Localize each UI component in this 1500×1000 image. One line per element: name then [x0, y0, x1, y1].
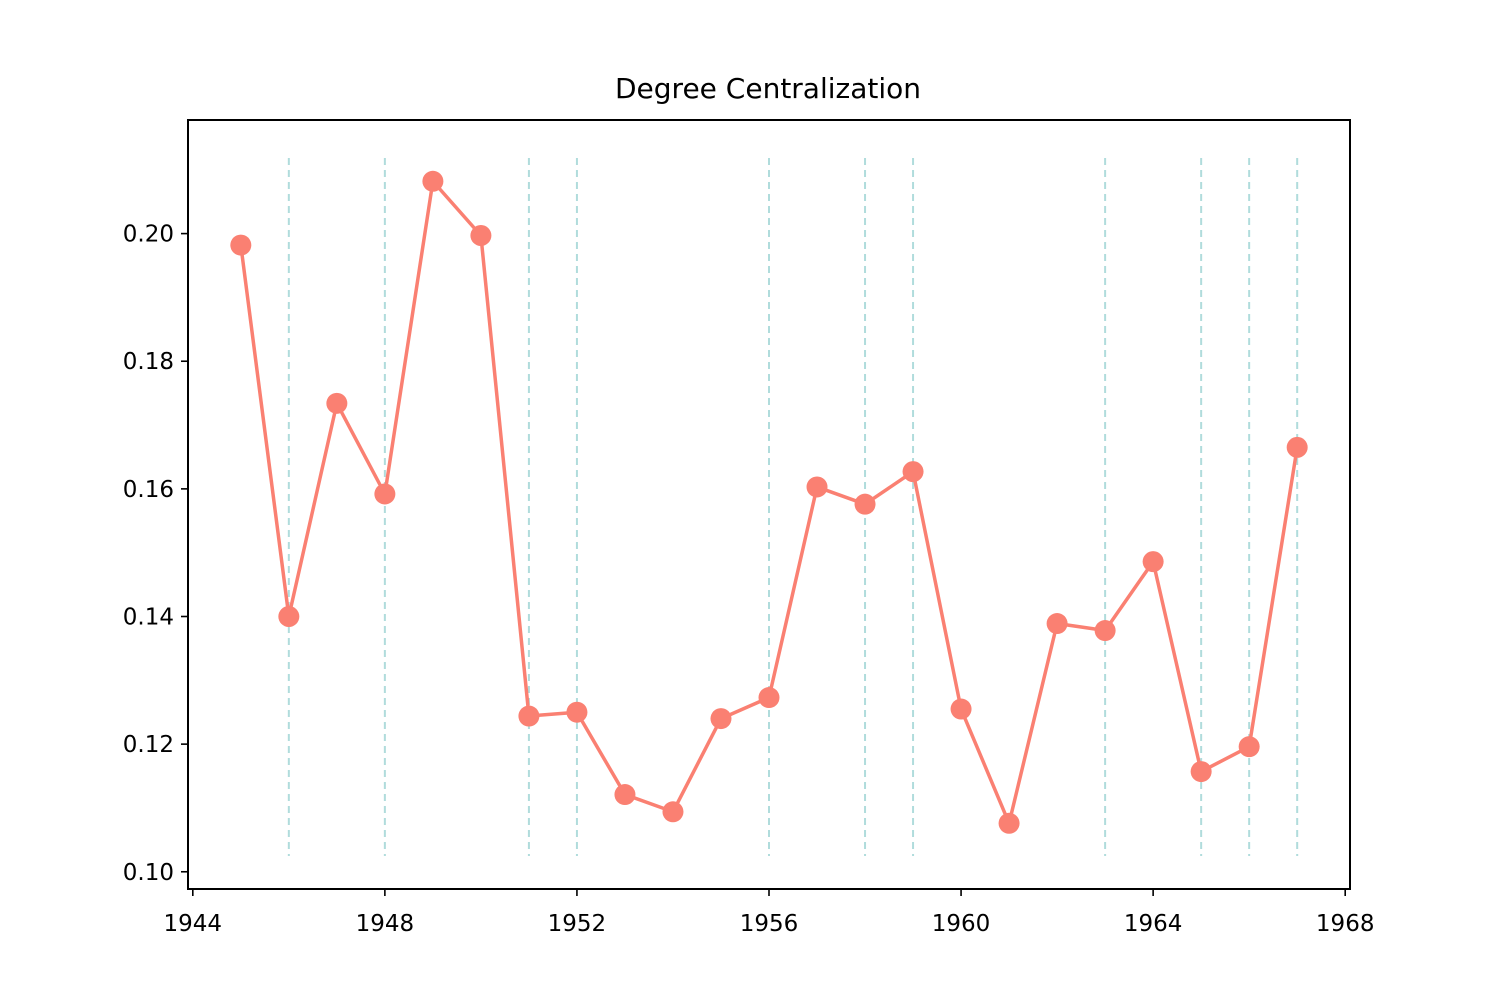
- data-point: [1190, 761, 1212, 783]
- y-tick-label: 0.20: [123, 222, 174, 248]
- x-axis: 1944 1948 1952 1956 1960 1964 1968: [164, 889, 1375, 937]
- x-tick-label: 1952: [548, 911, 607, 937]
- data-point: [230, 234, 252, 256]
- series-group: [230, 170, 1308, 834]
- x-tick-label: 1956: [740, 911, 799, 937]
- data-point: [710, 708, 732, 730]
- x-tick-label: 1948: [356, 911, 415, 937]
- data-point: [566, 701, 588, 723]
- data-point: [470, 225, 492, 247]
- data-point: [902, 461, 924, 483]
- data-point: [1238, 736, 1260, 758]
- data-point: [614, 784, 636, 806]
- data-point: [806, 476, 828, 498]
- y-tick-label: 0.10: [123, 860, 174, 886]
- y-tick-label: 0.16: [123, 477, 174, 503]
- y-tick-label: 0.18: [123, 349, 174, 375]
- data-point: [374, 483, 396, 505]
- data-point: [1046, 613, 1068, 635]
- data-point: [1094, 620, 1116, 642]
- data-point: [278, 605, 300, 627]
- data-point: [1286, 436, 1308, 458]
- data-point: [998, 812, 1020, 834]
- x-tick-label: 1960: [932, 911, 991, 937]
- data-point: [422, 170, 444, 192]
- x-tick-label: 1964: [1124, 911, 1183, 937]
- data-point: [854, 493, 876, 515]
- data-point: [950, 698, 972, 720]
- x-tick-label: 1968: [1316, 911, 1375, 937]
- data-point: [518, 705, 540, 727]
- data-point: [326, 392, 348, 414]
- y-axis: 0.10 0.12 0.14 0.16 0.18 0.20: [123, 222, 188, 886]
- data-point: [1142, 551, 1164, 573]
- y-tick-label: 0.14: [123, 604, 174, 630]
- x-tick-label: 1944: [164, 911, 223, 937]
- chart-title: Degree Centralization: [615, 72, 921, 105]
- data-point: [758, 687, 780, 709]
- reference-lines: [287, 158, 1299, 856]
- y-tick-label: 0.12: [123, 732, 174, 758]
- data-point: [662, 801, 684, 823]
